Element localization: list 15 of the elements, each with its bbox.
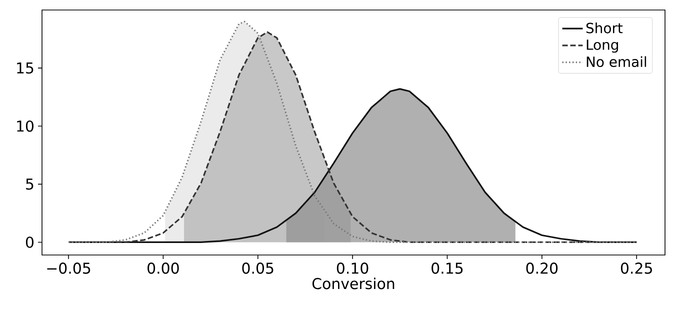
- legend-label: Long: [586, 40, 618, 53]
- x-tick-label: −0.05: [47, 262, 90, 274]
- x-tick-label: 0.05: [242, 262, 274, 274]
- x-tick-label: 0.15: [432, 262, 463, 274]
- y-tick-label: 5: [26, 178, 34, 190]
- legend-label: No email: [586, 56, 646, 68]
- y-tick-label: 15: [17, 62, 34, 74]
- y-tick-label: 0: [26, 236, 34, 248]
- y-tick-label: 10: [17, 120, 34, 132]
- x-tick-label: 0.00: [148, 262, 179, 274]
- x-tick-label: 0.10: [336, 262, 368, 274]
- x-tick-label: 0.20: [526, 262, 558, 274]
- legend-label: Short: [586, 22, 623, 34]
- x-axis-title: Conversion: [312, 278, 394, 290]
- x-tick-label: 0.25: [620, 262, 652, 274]
